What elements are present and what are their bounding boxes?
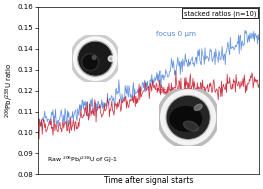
- Text: Raw $\mathregular{^{206}Pb/^{238}U}$ of GJ-1: Raw $\mathregular{^{206}Pb/^{238}U}$ of …: [47, 155, 118, 165]
- X-axis label: Time after signal starts: Time after signal starts: [104, 176, 193, 185]
- Text: focus 0 μm: focus 0 μm: [156, 30, 196, 36]
- Y-axis label: $\mathregular{^{206}Pb/^{238}U}$ ratio: $\mathregular{^{206}Pb/^{238}U}$ ratio: [4, 63, 17, 118]
- Text: focus +30 μm: focus +30 μm: [156, 88, 207, 94]
- Text: stacked ratios (n=10): stacked ratios (n=10): [184, 10, 257, 16]
